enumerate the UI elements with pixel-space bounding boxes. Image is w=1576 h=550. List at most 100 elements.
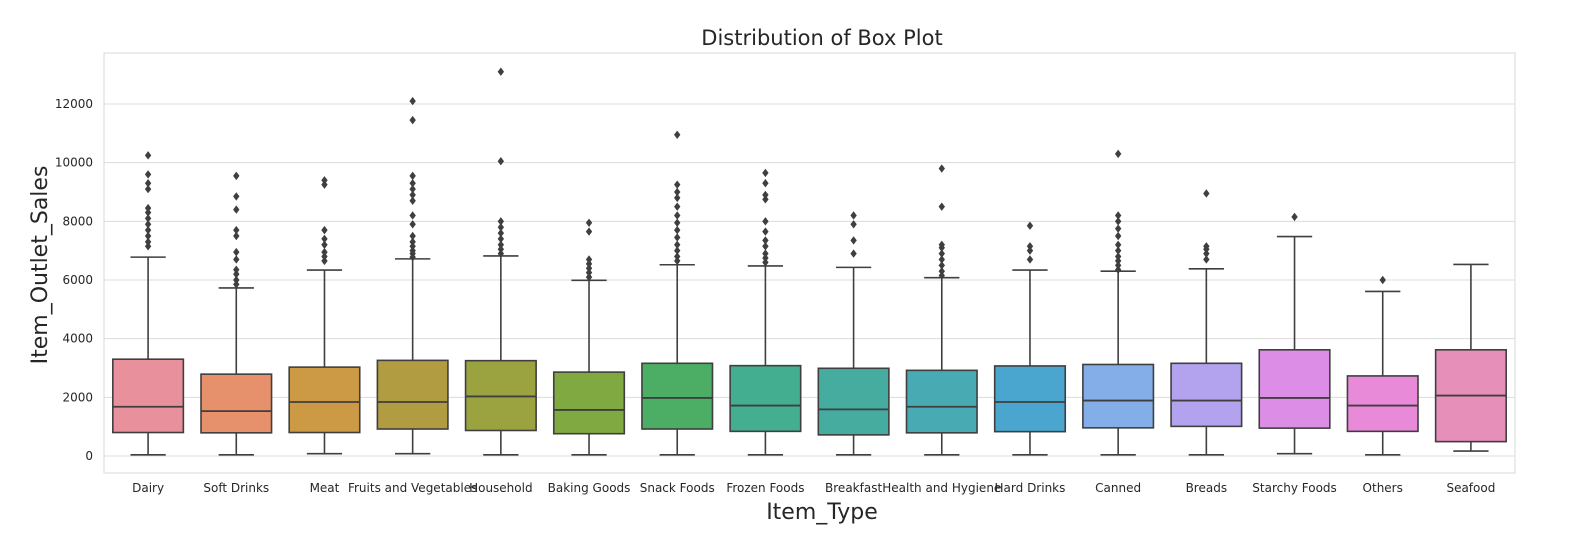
outlier-point [233, 275, 240, 285]
outlier-point [233, 255, 240, 264]
x-axis-label: Item_Type [766, 500, 878, 525]
outlier-point [1114, 231, 1122, 241]
outlier-point [497, 249, 505, 258]
box-group [376, 96, 449, 455]
outlier-point [409, 231, 416, 241]
outlier-point [497, 67, 505, 76]
outlier-point [1026, 242, 1034, 251]
box-iqr [993, 365, 1067, 433]
outlier-point [1379, 275, 1386, 285]
outlier-point [1114, 246, 1122, 255]
outlier-point [1203, 255, 1210, 264]
outlier-point [144, 179, 152, 188]
outlier-point [497, 240, 505, 249]
x-tick-label: Hard Drinks [995, 481, 1066, 495]
box-group [288, 176, 361, 455]
outlier-point [233, 192, 240, 201]
outlier-point [762, 258, 769, 267]
box-group [1170, 189, 1243, 456]
outlier-point [762, 190, 769, 200]
outlier-point [409, 179, 416, 188]
outlier-point [1026, 246, 1034, 255]
outlier-point [674, 256, 681, 266]
outlier-point [762, 217, 769, 226]
outlier-point [1114, 261, 1122, 270]
outlier-point [674, 240, 681, 249]
outlier-point [938, 271, 945, 280]
outlier-point [321, 176, 328, 185]
outlier-point [1026, 255, 1034, 264]
outlier-point [321, 180, 328, 189]
outlier-point [1114, 217, 1122, 226]
y-tick-labels: 0 2000 4000 6000 8000 10000 12000 [55, 97, 93, 463]
outlier-point [497, 157, 505, 166]
outlier-point [409, 96, 416, 106]
box-group [1434, 263, 1507, 452]
outlier-point [233, 269, 240, 279]
outlier-point [144, 231, 152, 241]
box-group [729, 168, 802, 456]
y-tick-label: 4000 [62, 332, 93, 346]
box-group [905, 164, 978, 456]
outlier-point [674, 233, 681, 242]
x-tick-label: Starchy Foods [1252, 481, 1337, 495]
outlier-point [144, 151, 152, 160]
outlier-point [762, 242, 769, 251]
outlier-point [144, 184, 152, 194]
outlier-point [144, 237, 152, 247]
box-group [641, 130, 714, 456]
outlier-point [938, 164, 945, 173]
outlier-point [409, 242, 416, 251]
outlier-point [497, 223, 505, 232]
x-tick-label: Soft Drinks [203, 481, 269, 495]
outlier-point [497, 234, 505, 244]
y-axis-label: Item_Outlet_Sales [28, 166, 53, 365]
outlier-point [497, 245, 505, 254]
y-tick-label: 12000 [55, 97, 93, 111]
outlier-point [674, 252, 681, 261]
outlier-point [233, 225, 240, 235]
outlier-point [1114, 149, 1122, 159]
box-iqr [200, 373, 273, 434]
outlier-point [409, 237, 416, 247]
outlier-point [585, 259, 593, 269]
x-tick-label: Snack Foods [640, 481, 715, 495]
outlier-point [233, 265, 240, 274]
box-group [464, 67, 537, 456]
outlier-point [850, 249, 857, 258]
box-iqr [112, 358, 185, 434]
box-group [1346, 275, 1419, 456]
outlier-point [674, 202, 681, 211]
outlier-point [1203, 249, 1210, 258]
outlier-point [1203, 189, 1210, 198]
outlier-point [762, 249, 769, 258]
y-tick-label: 2000 [62, 390, 93, 404]
box-iqr [552, 371, 626, 435]
x-tick-label: Meat [310, 481, 340, 495]
box-group [1082, 149, 1155, 456]
outlier-point [233, 205, 240, 214]
box-group [817, 211, 890, 456]
outlier-point [585, 218, 593, 227]
outlier-point [409, 190, 416, 200]
outlier-point [1026, 221, 1034, 230]
outlier-point [1114, 265, 1122, 274]
x-tick-label: Canned [1095, 481, 1141, 495]
outlier-point [497, 217, 505, 226]
outlier-point [321, 225, 328, 235]
outlier-point [938, 240, 945, 249]
outlier-point [762, 227, 769, 236]
outlier-point [233, 231, 240, 241]
outlier-point [233, 171, 240, 181]
box-group [112, 151, 185, 456]
outlier-point [850, 236, 857, 245]
outlier-point [585, 264, 593, 273]
outlier-point [674, 180, 681, 189]
outlier-point [585, 272, 593, 282]
outlier-point [674, 218, 681, 227]
outlier-point [674, 246, 681, 255]
outlier-point [938, 255, 945, 264]
outlier-point [1114, 224, 1122, 233]
outlier-point [674, 193, 681, 203]
box-group [552, 218, 626, 456]
